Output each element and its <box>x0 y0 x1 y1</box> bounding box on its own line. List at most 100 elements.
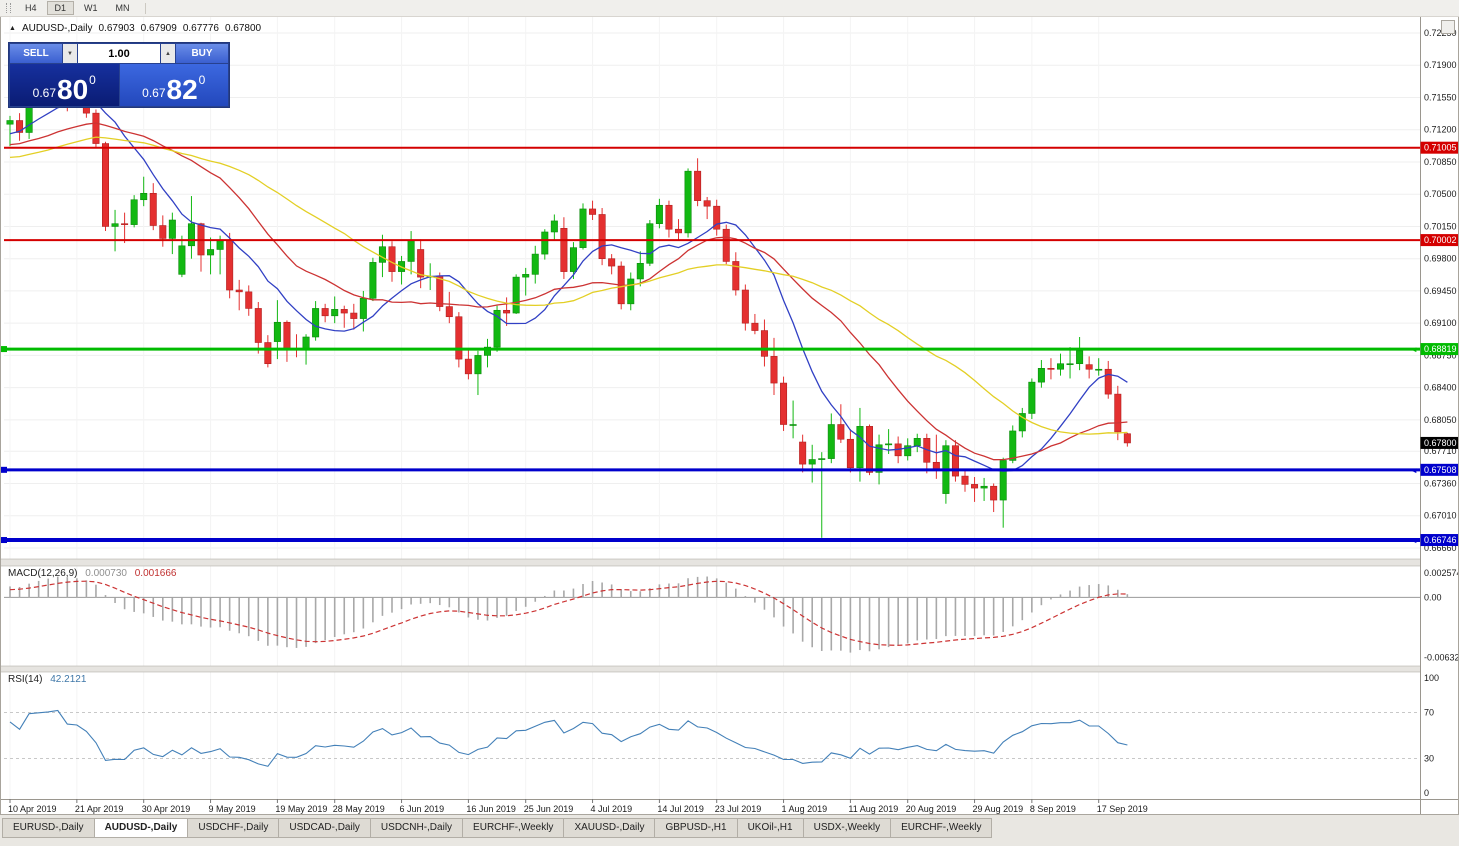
chart-background <box>0 16 1459 816</box>
line-marker-icon: ◄ <box>1410 466 1418 475</box>
macd-name: MACD(12,26,9) <box>8 568 78 579</box>
volume-increase-button[interactable]: ▲ <box>161 44 175 63</box>
date-axis: 10 Apr 2019 21 Apr 2019 30 Apr 2019 9 May 2… <box>8 799 1148 814</box>
candlestick-series <box>6 63 1131 538</box>
buy-price-pipette: 0 <box>198 73 206 87</box>
ma-line-21 <box>9 122 1128 461</box>
rsi-indicator <box>4 709 1420 767</box>
date-tick-label: 1 Aug 2019 <box>782 804 828 814</box>
line-anchor-icon[interactable] <box>1 466 7 473</box>
macd-tick-label: 0.002574 <box>1424 568 1459 578</box>
chart-tab-ukoil-h1[interactable]: UKOil-,H1 <box>737 818 804 838</box>
ma-line-10 <box>9 99 1128 472</box>
price-tick-label: 0.71900 <box>1424 60 1457 70</box>
price-tick-label: 0.67710 <box>1424 446 1457 456</box>
macd-main-value: 0.000730 <box>85 568 127 579</box>
rsi-tick-label: 0 <box>1424 788 1429 798</box>
price-tick-label: 0.67360 <box>1424 478 1457 488</box>
date-tick-label: 19 May 2019 <box>275 804 327 814</box>
timeframe-button-h4[interactable]: H4 <box>25 3 37 13</box>
ohlc-low: 0.67776 <box>182 23 219 34</box>
date-tick-label: 21 Apr 2019 <box>75 804 124 814</box>
price-tick-label: 0.69450 <box>1424 286 1457 296</box>
price-tick-label: 0.66660 <box>1424 543 1457 553</box>
rsi-axis: 100 70 30 0 <box>1424 673 1439 798</box>
date-tick-label: 23 Jul 2019 <box>715 804 762 814</box>
macd-signal-line <box>9 580 1128 646</box>
price-tick-label: 0.67010 <box>1424 511 1457 521</box>
date-tick-label: 9 May 2019 <box>209 804 256 814</box>
price-tick-label: 0.70150 <box>1424 221 1457 231</box>
chart-tab-usdchf-daily[interactable]: USDCHF-,Daily <box>188 818 280 838</box>
pane-splitter[interactable] <box>0 558 1459 567</box>
line-marker-icon: ◄ <box>1410 345 1418 354</box>
chart-tab-eurchf-weekly[interactable]: EURCHF-,Weekly <box>463 818 565 838</box>
chart-tab-eurchf-weekly[interactable]: EURCHF-,Weekly <box>891 818 993 838</box>
date-tick-label: 29 Aug 2019 <box>973 804 1024 814</box>
price-tick-label: 0.68050 <box>1424 415 1457 425</box>
macd-signal-value: 0.001666 <box>134 568 177 579</box>
macd-indicator <box>4 576 1420 653</box>
sell-price-display[interactable]: 0.67 80 0 <box>10 64 119 106</box>
price-tick-label: 0.71550 <box>1424 92 1457 102</box>
timeframe-button-d1[interactable]: D1 <box>46 1 75 15</box>
chart-tab-usdcnh-daily[interactable]: USDCNH-,Daily <box>370 818 464 838</box>
buy-button[interactable]: BUY <box>176 44 228 63</box>
line-anchor-icon[interactable] <box>1 346 7 353</box>
volume-input[interactable]: 1.00 <box>78 44 160 63</box>
rsi-name: RSI(14) <box>8 674 43 685</box>
hline-price-label: 0.71005 <box>1424 143 1457 153</box>
chart-tab-gbpusd-h1[interactable]: GBPUSD-,H1 <box>655 818 738 838</box>
chart-symbol-label: AUDUSD-,Daily <box>21 23 93 34</box>
rsi-tick-label: 30 <box>1424 754 1434 764</box>
macd-tick-label: -0.00632 <box>1424 653 1459 663</box>
toolbar-grip-icon[interactable] <box>6 3 11 13</box>
timeframe-button-w1[interactable]: W1 <box>84 3 98 13</box>
date-tick-label: 10 Apr 2019 <box>8 804 57 814</box>
pane-splitter[interactable] <box>0 665 1459 673</box>
hline-price-label: 0.70002 <box>1424 235 1457 245</box>
buy-price-base: 0.67 <box>142 86 166 100</box>
line-anchor-icon[interactable] <box>1 537 7 544</box>
sell-price-pipette: 0 <box>89 73 96 87</box>
chart-tab-usdcad-daily[interactable]: USDCAD-,Daily <box>279 818 371 838</box>
chart-window-control[interactable] <box>1441 20 1455 34</box>
ohlc-open: 0.67903 <box>98 23 135 34</box>
price-tick-label: 0.68400 <box>1424 383 1457 393</box>
svg-text:0.67800: 0.67800 <box>1424 438 1457 448</box>
date-tick-label: 25 Jun 2019 <box>524 804 574 814</box>
rsi-tick-label: 70 <box>1424 708 1434 718</box>
chart-tab-audusd-daily[interactable]: AUDUSD-,Daily <box>94 818 189 838</box>
chart-tab-eurusd-daily[interactable]: EURUSD-,Daily <box>2 818 95 838</box>
rsi-value: 42.2121 <box>50 674 87 685</box>
buy-price-pips: 82 <box>166 74 198 106</box>
macd-tick-label: 0.00 <box>1424 592 1442 602</box>
date-tick-label: 4 Jul 2019 <box>591 804 633 814</box>
date-tick-label: 17 Sep 2019 <box>1097 804 1148 814</box>
hline-price-label: 0.68819 <box>1424 344 1457 354</box>
price-tick-label: 0.70500 <box>1424 189 1457 199</box>
timeframe-button-mn[interactable]: MN <box>115 3 130 13</box>
panel-collapse-icon[interactable]: ▲ <box>9 25 16 32</box>
rsi-line <box>9 709 1128 767</box>
price-tick-label: 0.72250 <box>1424 28 1457 38</box>
date-tick-label: 14 Jul 2019 <box>657 804 704 814</box>
timeframe-toolbar-buttons: H4 D1 W1 MN <box>17 1 140 15</box>
price-axis: 0.72250 0.71900 0.71550 0.71200 0.70850 0.705… <box>1420 28 1459 553</box>
date-tick-label: 6 Jun 2019 <box>400 804 445 814</box>
volume-decrease-button[interactable]: ▼ <box>63 44 77 63</box>
price-tick-label: 0.68750 <box>1424 350 1457 360</box>
sell-button[interactable]: SELL <box>10 44 62 63</box>
ohlc-close: 0.67800 <box>224 23 262 34</box>
ohlc-high: 0.67909 <box>140 23 177 34</box>
macd-pane-label: MACD(12,26,9) 0.000730 0.001666 <box>8 568 176 579</box>
date-tick-label: 28 May 2019 <box>333 804 385 814</box>
macd-axis: 0.002574 0.00 -0.00632 <box>1424 568 1459 663</box>
chart-tab-usdx-weekly[interactable]: USDX-,Weekly <box>803 818 892 838</box>
chart-tab-xauusd-daily[interactable]: XAUUSD-,Daily <box>564 818 656 838</box>
line-marker-icon: ◄ <box>1410 536 1418 545</box>
buy-price-display[interactable]: 0.67 82 0 <box>119 64 228 106</box>
price-tick-label: 0.71200 <box>1424 125 1457 135</box>
